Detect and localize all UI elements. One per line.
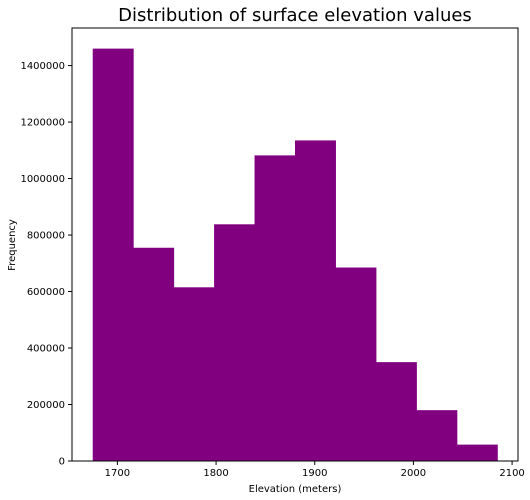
y-tick-label: 1000000 [20,174,65,185]
histogram-bar-7 [335,267,377,461]
histogram-bar-9 [416,410,458,461]
x-tick-label: 1700 [105,468,130,479]
x-tick-label: 2100 [499,468,524,479]
histogram-bar-8 [375,362,417,461]
plot-frame [71,27,519,462]
bars-group [92,48,498,461]
histogram-bar-5 [254,155,296,461]
x-axis-ticks: 1700 1800 1900 2000 2100 [105,461,525,479]
y-tick-label: 600000 [27,287,65,298]
y-axis-label: Frequency [7,219,18,271]
y-tick-label: 400000 [27,344,65,355]
chart-title: Distribution of surface elevation values [118,5,472,26]
y-tick-label: 1200000 [20,118,65,129]
x-axis-label: Elevation (meters) [249,484,342,495]
histogram-bar-2 [133,247,175,461]
x-tick-label: 1800 [203,468,228,479]
y-tick-label: 1400000 [20,61,65,72]
histogram-bar-1 [92,48,134,461]
y-tick-label: 800000 [27,231,65,242]
x-tick-label: 2000 [401,468,426,479]
x-tick-label: 1900 [302,468,327,479]
histogram-bar-3 [173,287,215,461]
histogram-bar-10 [456,444,498,461]
y-tick-label: 0 [59,457,65,468]
y-axis-ticks: 0 200000 400000 600000 800000 1000000 1200000 1… [20,61,72,468]
y-tick-label: 200000 [27,400,65,411]
histogram-bar-6 [295,140,336,461]
histogram-bar-4 [214,224,256,461]
